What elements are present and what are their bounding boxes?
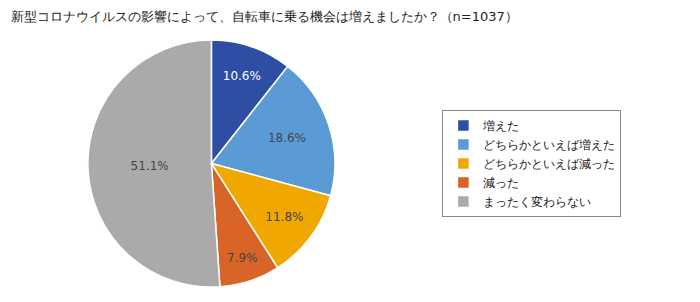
svg-text:18.6%: 18.6% [268, 131, 306, 145]
svg-text:新型コロナウイルスの影響によって、自転車に乗る機会は増えまし: 新型コロナウイルスの影響によって、自転車に乗る機会は増えましたか？（n=1037… [11, 9, 518, 24]
svg-text:どちらかといえば減った: どちらかといえば減った [483, 157, 615, 171]
svg-text:どちらかといえば増えた: どちらかといえば増えた [483, 138, 615, 152]
svg-text:まったく変わらない: まったく変わらない [483, 195, 591, 209]
svg-text:11.8%: 11.8% [265, 210, 303, 224]
svg-text:減った: 減った [483, 176, 519, 190]
svg-text:7.9%: 7.9% [227, 251, 258, 265]
svg-text:51.1%: 51.1% [131, 159, 169, 173]
svg-text:10.6%: 10.6% [223, 69, 261, 83]
svg-text:増えた: 増えた [482, 119, 519, 133]
